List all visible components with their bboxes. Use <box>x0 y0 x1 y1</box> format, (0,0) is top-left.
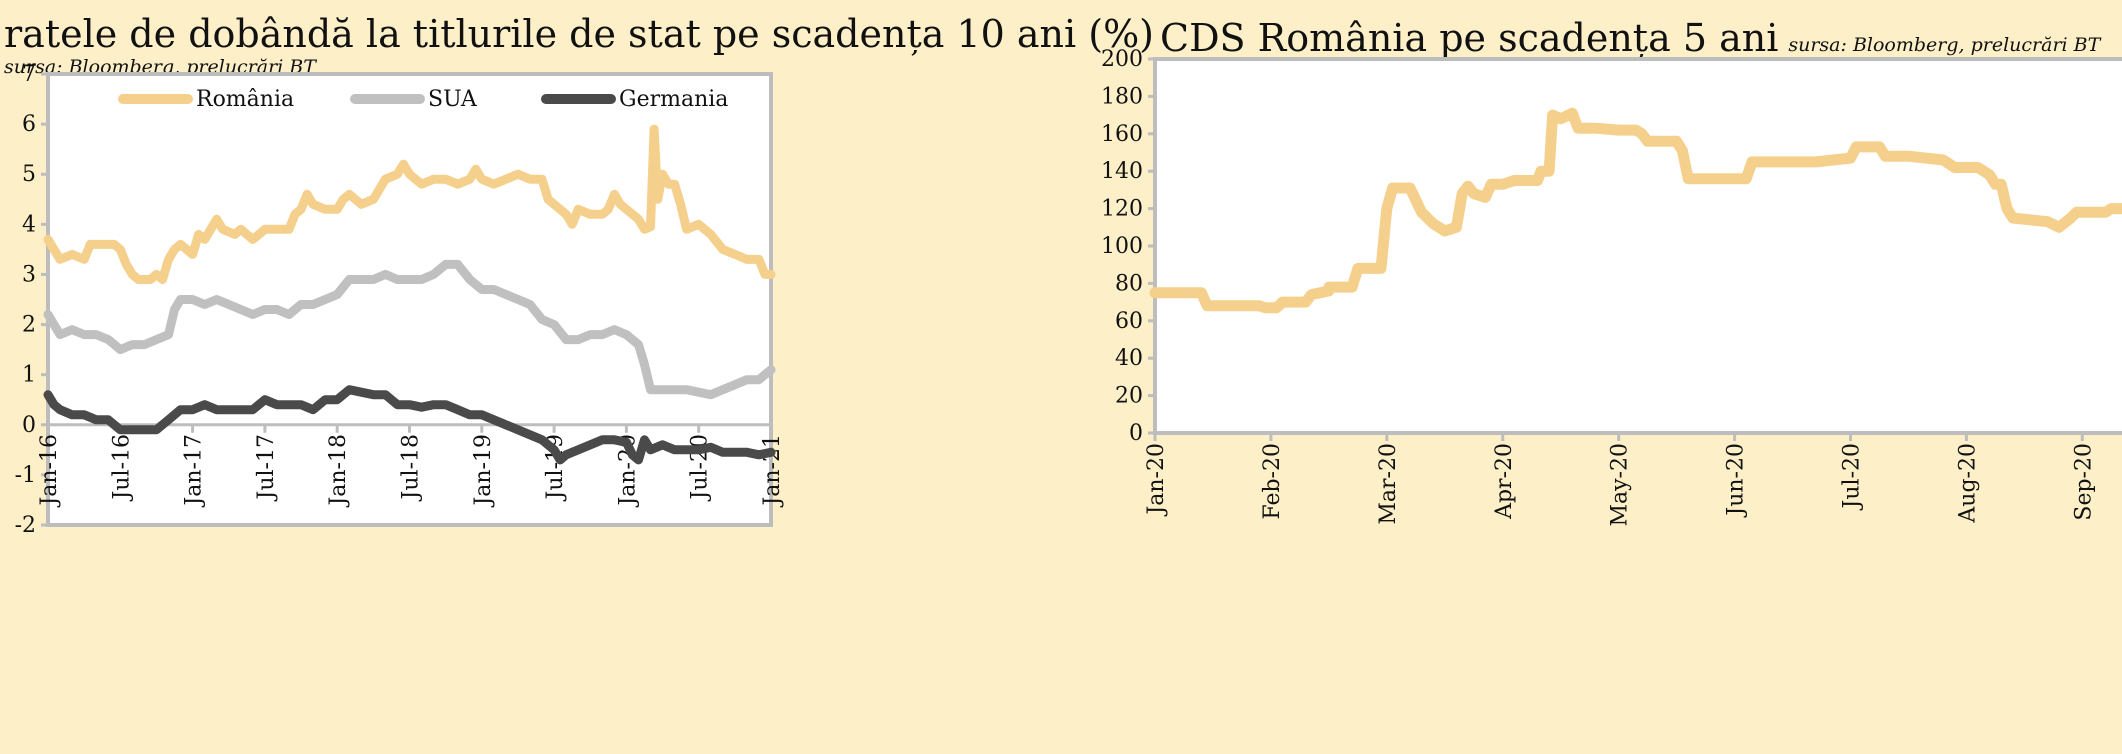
y-tick-label: 3 <box>22 262 36 287</box>
x-tick-label: Jul-17 <box>254 434 279 501</box>
y-tick-label: 60 <box>1115 309 1143 334</box>
y-tick-label: 140 <box>1101 159 1143 184</box>
y-tick-label: 7 <box>22 62 36 87</box>
y-tick-label: -2 <box>15 513 36 538</box>
x-tick-label: Apr-20 <box>1492 443 1517 520</box>
y-tick-label: 1 <box>22 363 36 388</box>
series-line-sua <box>43 259 776 400</box>
x-tick-label: Jun-20 <box>1724 443 1749 518</box>
right-chart-panel: CDS România pe scadența 5 ani sursa: Bloo… <box>1080 0 2122 754</box>
y-tick-label: 20 <box>1115 384 1143 409</box>
cds-chart: 0 20 40 60 80 100 120 140 160 180 200 Jan-20 Feb-20 M… <box>1101 47 2122 527</box>
y-tick-label: 100 <box>1101 234 1143 259</box>
y-tick-label: 2 <box>22 313 36 338</box>
y-tick-label: 40 <box>1115 346 1143 371</box>
y-tick-label: 120 <box>1101 197 1143 222</box>
x-tick-label: Jan-16 <box>37 434 62 508</box>
legend-label-rom-nia: România <box>196 87 294 112</box>
x-tick-label: Jan-17 <box>182 434 207 508</box>
x-tick-label: Aug-20 <box>1955 443 1980 524</box>
series-line-germania <box>43 385 776 465</box>
series-line-rom-nia <box>43 124 776 284</box>
x-tick-label: Jan-21 <box>760 434 785 508</box>
y-tick-label: 160 <box>1101 122 1143 147</box>
x-tick-label: Jan-18 <box>326 434 351 508</box>
y-tick-label: 0 <box>22 413 36 438</box>
x-tick-label: Jul-20 <box>1840 443 1865 510</box>
x-tick-label: Sep-20 <box>2071 443 2096 521</box>
y-tick-label: -1 <box>15 463 36 488</box>
y-tick-label: 80 <box>1115 271 1143 296</box>
series-line-cds <box>1149 107 2122 314</box>
x-tick-label: Jan-20 <box>1144 443 1169 517</box>
y-tick-label: 6 <box>22 112 36 137</box>
x-tick-label: May-20 <box>1608 443 1633 527</box>
y-tick-label: 4 <box>22 212 36 237</box>
left-chart-panel: ratele de dobândă la titlurile de stat p… <box>4 12 1154 538</box>
right-chart-title: CDS România pe scadența 5 ani <box>1160 16 1779 60</box>
right-chart-title-line: CDS România pe scadența 5 ani sursa: Bloo… <box>1160 16 2100 60</box>
left-chart-title: ratele de dobândă la titlurile de stat p… <box>4 12 1155 56</box>
y-tick-label: 0 <box>1129 421 1143 446</box>
right-chart-source: sursa: Bloomberg, prelucrări BT <box>1788 34 2101 56</box>
y-tick-label: 200 <box>1101 47 1143 72</box>
y-tick-label: 180 <box>1101 84 1143 109</box>
bond-yield-chart: -2 -1 0 1 2 3 4 5 6 7 Jan-16 Jul-16 Jan-17 Jul-17 Jan-… <box>15 62 785 538</box>
x-tick-label: Feb-20 <box>1260 443 1285 520</box>
x-tick-label: Mar-20 <box>1376 443 1401 525</box>
x-tick-label: Jul-18 <box>399 434 424 501</box>
legend-label-germania: Germania <box>619 87 728 112</box>
legend-label-sua: SUA <box>428 87 478 112</box>
x-tick-label: Jan-19 <box>471 434 496 508</box>
x-tick-label: Jul-16 <box>109 434 134 501</box>
y-tick-label: 5 <box>22 162 36 187</box>
plot-area <box>1153 57 2122 435</box>
